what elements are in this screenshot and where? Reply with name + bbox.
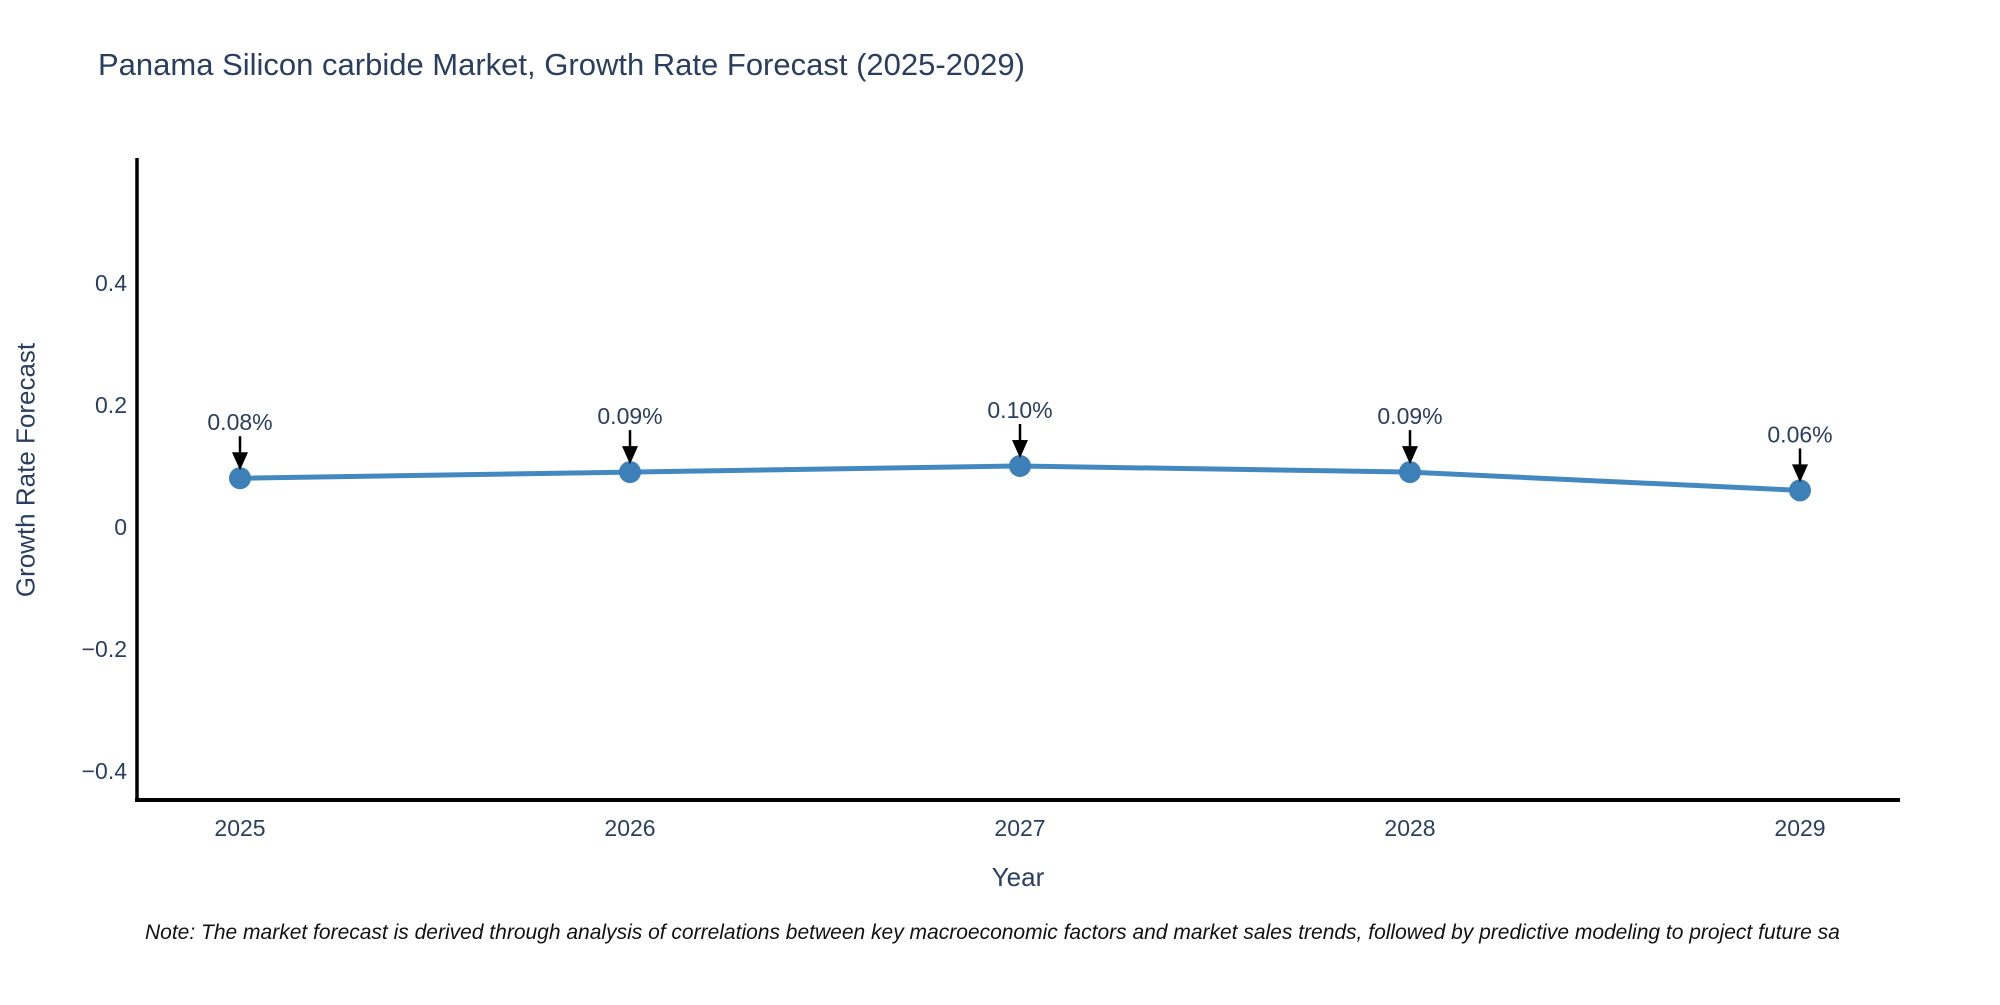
annotation-arrowhead-icon [232, 452, 248, 471]
data-point-marker-2028 [1399, 461, 1421, 484]
chart-title: Panama Silicon carbide Market, Growth Ra… [98, 47, 1025, 82]
x-tick-label: 2027 [994, 815, 1045, 841]
annotation-label-2028: 0.09% [1377, 403, 1442, 429]
x-tick-label: 2026 [604, 815, 655, 841]
x-tick-label: 2025 [214, 815, 265, 841]
annotation-label-2026: 0.09% [597, 403, 662, 429]
y-tick-label: 0.4 [95, 270, 127, 296]
x-axis-title: Year [991, 862, 1045, 892]
data-point-marker-2029 [1789, 479, 1811, 502]
annotation-arrowhead-icon [1792, 464, 1808, 483]
y-tick-label: 0.2 [95, 392, 127, 418]
x-tick-label: 2029 [1774, 815, 1825, 841]
footnote: Note: The market forecast is derived thr… [145, 921, 1840, 944]
y-tick-label: 0 [114, 514, 127, 540]
annotation-label-2025: 0.08% [207, 409, 272, 435]
y-axis-title: Growth Rate Forecast [10, 342, 41, 598]
data-point-marker-2026 [619, 461, 641, 484]
annotation-label-2029: 0.06% [1767, 421, 1832, 447]
annotation-arrowhead-icon [1012, 440, 1028, 458]
data-point-marker-2027 [1009, 455, 1031, 477]
x-tick-label: 2028 [1384, 815, 1435, 841]
annotation-arrowhead-icon [622, 446, 638, 465]
y-tick-label: −0.2 [82, 636, 127, 662]
annotation-label-2027: 0.10% [987, 397, 1052, 423]
y-tick-label: −0.4 [82, 758, 128, 784]
annotation-arrowhead-icon [1402, 446, 1418, 465]
data-point-marker-2025 [229, 467, 251, 490]
